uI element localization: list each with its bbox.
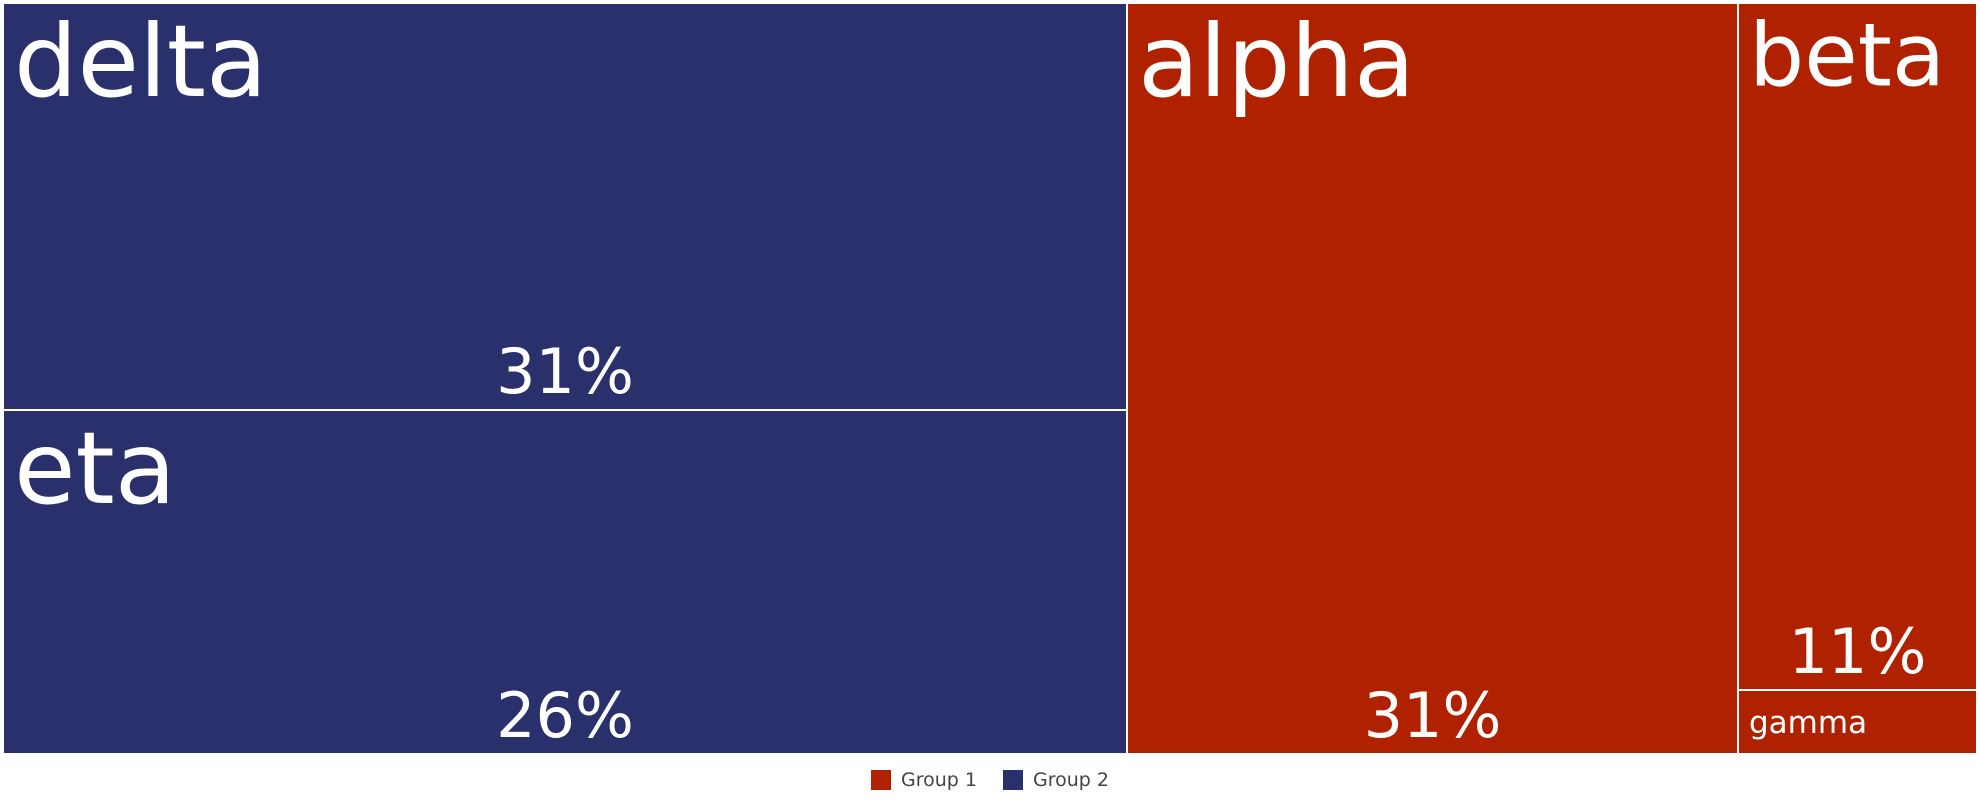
tile-label-delta: delta [14, 3, 267, 120]
tile-rect-delta[interactable] [4, 4, 1126, 409]
tile-rect-beta[interactable] [1739, 4, 1976, 689]
legend-swatch-group-1 [871, 770, 892, 790]
tile-alpha[interactable]: alpha 31% [1128, 3, 1737, 753]
tile-rect-alpha[interactable] [1128, 4, 1737, 753]
tile-delta[interactable]: delta 31% [4, 3, 1126, 409]
tile-label-alpha: alpha [1138, 3, 1415, 120]
treemap-plot: delta 31% eta 26% alpha 31% beta 11% gamma [4, 3, 1976, 753]
tile-percent-alpha: 31% [1364, 679, 1502, 752]
legend-label-group-1: Group 1 [901, 769, 977, 791]
tile-rect-eta[interactable] [4, 411, 1126, 753]
tile-gamma[interactable]: gamma [1739, 691, 1976, 753]
tile-percent-beta: 11% [1789, 615, 1927, 688]
legend-item-group-1[interactable]: Group 1 [871, 769, 977, 791]
tile-label-eta: eta [14, 410, 176, 527]
tile-percent-delta: 31% [496, 335, 634, 408]
tile-beta[interactable]: beta 11% [1739, 4, 1976, 689]
legend: Group 1 Group 2 [0, 765, 1980, 795]
legend-item-group-2[interactable]: Group 2 [1003, 769, 1109, 791]
tile-label-gamma: gamma [1749, 705, 1867, 741]
tile-percent-eta: 26% [496, 679, 634, 752]
legend-swatch-group-2 [1003, 770, 1023, 790]
tile-label-beta: beta [1749, 4, 1945, 106]
tile-rect-gamma[interactable] [1739, 691, 1976, 753]
legend-label-group-2: Group 2 [1033, 769, 1109, 791]
tile-eta[interactable]: eta 26% [4, 410, 1126, 753]
